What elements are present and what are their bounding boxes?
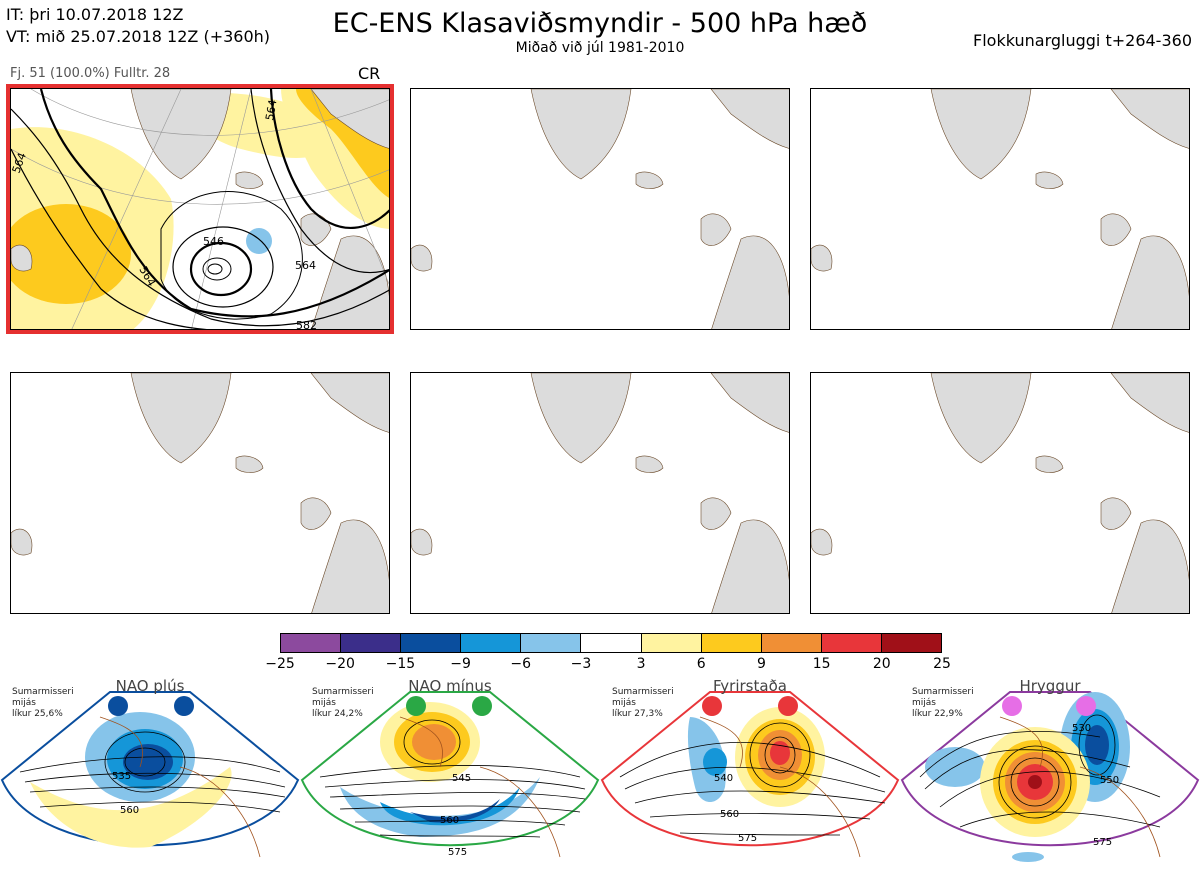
- contour-label: 560: [120, 805, 139, 816]
- cluster-map-panel-5[interactable]: [410, 372, 790, 614]
- colorbar-swatch: [521, 634, 582, 652]
- colorbar-tick-label: −25: [265, 656, 295, 672]
- contour-label: 540: [714, 773, 733, 784]
- cluster-info: Fj. 51 (100.0%) Fulltr. 28: [10, 66, 171, 81]
- regime-name: Hryggur: [1019, 677, 1081, 695]
- regime-dot-icon: [472, 696, 492, 716]
- contour-label: 545: [452, 773, 471, 784]
- colorbar-swatch: [281, 634, 342, 652]
- regime-dot-icon: [702, 696, 722, 716]
- colorbar-ticks: −25 −20 −15 −9 −6 −3 3 6 9 15 20 25: [258, 656, 964, 674]
- contour-label: 550: [1100, 775, 1119, 786]
- regime-blocking[interactable]: 540 560 575 Fyrirstaða Sumarmisseri mijá…: [600, 677, 900, 871]
- regime-meta: Sumarmisseri mijás líkur 22,9%: [912, 687, 974, 719]
- regime-map-svg: 530 550 575: [900, 691, 1200, 862]
- classification-window-text: Flokkunargluggi t+264-360: [973, 31, 1192, 50]
- contour-label: 560: [720, 809, 739, 820]
- colorbar-swatch: [641, 634, 702, 652]
- regime-nao-minus[interactable]: 545 560 575 NAO mínus Sumarmisseri mijás…: [300, 677, 600, 871]
- colorbar-tick-label: −15: [385, 656, 416, 672]
- contour-label: 564: [263, 99, 279, 122]
- regime-name: NAO mínus: [408, 677, 492, 695]
- cluster-regime-label: CR: [358, 64, 381, 83]
- page-title: EC-ENS Klasaviðsmyndir - 500 hPa hæð: [332, 8, 868, 39]
- page-subtitle: Miðað við júl 1981-2010: [515, 40, 685, 56]
- colorbar-tick-label: −3: [570, 656, 592, 672]
- base-map-svg: [811, 373, 1189, 613]
- regime-meta: Sumarmisseri mijás líkur 25,6%: [12, 687, 74, 719]
- contour-label: 546: [203, 235, 224, 248]
- colorbar-swatch: [881, 634, 942, 652]
- colorbar-tick-label: −20: [325, 656, 355, 672]
- colorbar-tick-label: −9: [450, 656, 471, 672]
- base-map-svg: [11, 373, 389, 613]
- cluster-map-panel-6[interactable]: [810, 372, 1190, 614]
- regime-dot-icon: [406, 696, 426, 716]
- cluster-map-panel-4[interactable]: [10, 372, 390, 614]
- colorbar-swatch: [581, 634, 642, 652]
- contour-label: 535: [112, 771, 131, 782]
- regime-map-svg: 545 560 575: [300, 691, 600, 858]
- regime-dot-icon: [778, 696, 798, 716]
- anomaly-colorbar: [280, 633, 942, 653]
- contour-label: 575: [448, 847, 467, 858]
- cluster-map-panel-3[interactable]: [810, 88, 1190, 330]
- header-run-info: IT: þri 10.07.2018 12Z VT: mið 25.07.201…: [6, 4, 270, 48]
- regime-name: Fyrirstaða: [713, 677, 787, 695]
- regime-dot-icon: [1002, 696, 1022, 716]
- base-map-svg: [811, 89, 1189, 329]
- regime-dot-icon: [1076, 696, 1096, 716]
- graticule: [11, 89, 389, 329]
- regime-nao-plus[interactable]: 535 560 NAO plús Sumarmisseri mijás líku…: [0, 677, 300, 871]
- regime-map-svg: 540 560 575: [600, 691, 900, 858]
- cluster-map-svg: 564 564 546 564 564 582: [11, 89, 389, 330]
- colorbar-swatch: [701, 634, 762, 652]
- regime-meta: Sumarmisseri mijás líkur 24,2%: [312, 687, 374, 719]
- cluster-map-panel-1[interactable]: 564 564 546 564 564 582: [6, 84, 394, 334]
- colorbar-swatch: [761, 634, 822, 652]
- regime-name: NAO plús: [115, 677, 185, 695]
- colorbar-tick-label: 15: [812, 656, 831, 672]
- valid-time-text: VT: mið 25.07.2018 12Z (+360h): [6, 27, 271, 46]
- colorbar-tick-label: 9: [756, 656, 766, 672]
- base-map-svg: [411, 89, 789, 329]
- colorbar-tick-label: −6: [510, 656, 532, 672]
- contour-label: 564: [295, 259, 316, 272]
- cluster-map-panel-2[interactable]: [410, 88, 790, 330]
- contour-label: 582: [296, 319, 317, 330]
- base-map-svg: [411, 373, 789, 613]
- regime-dot-icon: [108, 696, 128, 716]
- initial-time-text: IT: þri 10.07.2018 12Z: [6, 5, 184, 24]
- height-contours: [11, 89, 389, 329]
- regime-meta: Sumarmisseri mijás líkur 27,3%: [612, 687, 674, 719]
- contour-label: 560: [440, 815, 459, 826]
- colorbar-tick-label: 25: [933, 656, 951, 672]
- colorbar-swatch: [341, 634, 402, 652]
- contour-label: 575: [1093, 837, 1112, 848]
- colorbar-swatch: [821, 634, 882, 652]
- colorbar-swatch: [401, 634, 462, 652]
- regime-ridge[interactable]: 530 550 575 Hryggur Sumarmisseri mijás l…: [900, 677, 1200, 871]
- colorbar-tick-label: 20: [872, 656, 891, 672]
- contour-labels: 564 564 546 564 564 582: [11, 99, 317, 330]
- colorbar-tick-label: 3: [636, 656, 646, 672]
- land-masses: [11, 89, 389, 329]
- contour-label: 530: [1072, 723, 1091, 734]
- regime-dot-icon: [174, 696, 194, 716]
- contour-label: 575: [738, 833, 757, 844]
- colorbar-tick-label: 6: [696, 656, 706, 672]
- colorbar-swatch: [461, 634, 522, 652]
- regime-map-svg: 535 560: [0, 691, 300, 858]
